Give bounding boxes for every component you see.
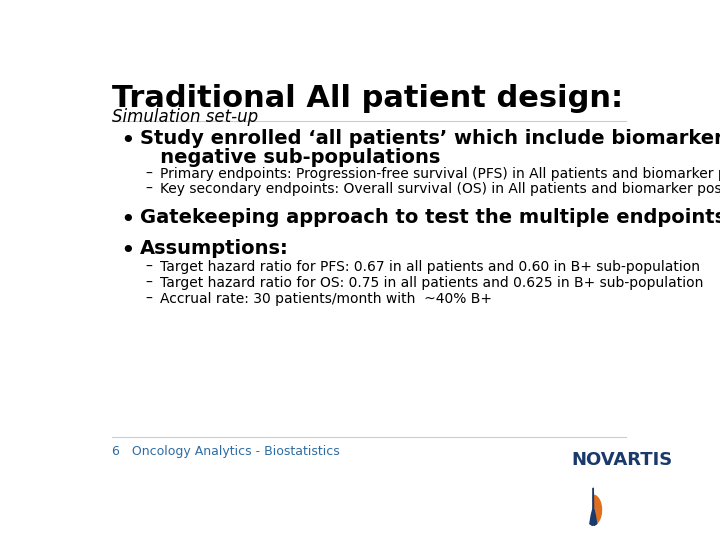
- Text: Target hazard ratio for OS: 0.75 in all patients and 0.625 in B+ sub-population: Target hazard ratio for OS: 0.75 in all …: [160, 276, 703, 290]
- Text: •: •: [121, 129, 135, 153]
- Text: Accrual rate: 30 patients/month with  ~40% B+: Accrual rate: 30 patients/month with ~40…: [160, 292, 492, 306]
- Text: 6   Oncology Analytics - Biostatistics: 6 Oncology Analytics - Biostatistics: [112, 446, 340, 458]
- Text: –: –: [145, 276, 153, 290]
- Text: Target hazard ratio for PFS: 0.67 in all patients and 0.60 in B+ sub-population: Target hazard ratio for PFS: 0.67 in all…: [160, 260, 700, 274]
- Text: Primary endpoints: Progression-free survival (PFS) in All patients and biomarker: Primary endpoints: Progression-free surv…: [160, 167, 720, 181]
- Text: –: –: [145, 182, 153, 196]
- Text: Simulation set-up: Simulation set-up: [112, 109, 258, 126]
- Polygon shape: [590, 488, 597, 525]
- Text: negative sub-populations: negative sub-populations: [140, 148, 441, 167]
- Polygon shape: [593, 495, 601, 525]
- Text: –: –: [145, 260, 153, 274]
- Text: •: •: [121, 239, 135, 264]
- Text: Key secondary endpoints: Overall survival (OS) in All patients and biomarker pos: Key secondary endpoints: Overall surviva…: [160, 182, 720, 196]
- Text: Gatekeeping approach to test the multiple endpoints: Gatekeeping approach to test the multipl…: [140, 208, 720, 227]
- Text: NOVARTIS: NOVARTIS: [571, 451, 672, 469]
- Text: Study enrolled ‘all patients’ which include biomarker positive and: Study enrolled ‘all patients’ which incl…: [140, 129, 720, 149]
- Text: –: –: [145, 167, 153, 181]
- Text: Assumptions:: Assumptions:: [140, 239, 289, 259]
- Text: –: –: [145, 292, 153, 306]
- Text: •: •: [121, 208, 135, 232]
- Text: Traditional All patient design:: Traditional All patient design:: [112, 84, 624, 112]
